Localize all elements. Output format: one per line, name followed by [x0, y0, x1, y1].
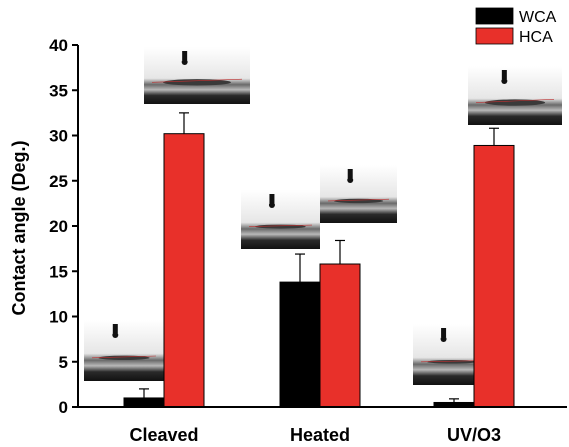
legend-label-wca: WCA — [519, 9, 557, 26]
legend-label-hca: HCA — [519, 29, 553, 46]
tick-labels-layer: 0 5 10 15 20 25 30 35 40 — [49, 36, 68, 417]
bar-hca-uvo3 — [473, 144, 515, 408]
category-labels-layer: Cleaved Heated UV/O3 — [129, 425, 501, 445]
y-tick-label: 20 — [49, 217, 68, 236]
bar-hca-heated — [319, 263, 361, 408]
y-tick-label: 0 — [59, 398, 68, 417]
y-tick-label: 15 — [49, 262, 68, 281]
bar-wca-heated — [279, 281, 321, 408]
x-category-label: UV/O3 — [447, 425, 501, 445]
y-tick-label: 30 — [49, 127, 68, 146]
bar-wca-cleaved — [123, 397, 165, 408]
legend: WCA HCA — [475, 7, 557, 46]
y-tick-label: 40 — [49, 36, 68, 55]
droplet-inset-image — [144, 47, 250, 104]
droplet-inset-image — [468, 66, 562, 125]
y-axis-title: Contact angle (Deg.) — [9, 140, 29, 315]
x-category-label: Heated — [290, 425, 350, 445]
droplet-inset-image — [84, 320, 164, 381]
x-category-label: Cleaved — [129, 425, 198, 445]
axes-layer — [72, 44, 567, 408]
y-tick-label: 25 — [49, 172, 68, 191]
droplet-inset-image — [320, 165, 397, 223]
legend-swatch-wca — [475, 7, 514, 25]
y-tick-label: 5 — [59, 353, 68, 372]
legend-swatch-hca — [475, 27, 514, 45]
droplet-inset-image — [241, 190, 320, 249]
bar-hca-cleaved — [163, 133, 205, 408]
error-bars-layer — [139, 112, 499, 403]
y-tick-label: 10 — [49, 308, 68, 327]
y-tick-label: 35 — [49, 81, 68, 100]
